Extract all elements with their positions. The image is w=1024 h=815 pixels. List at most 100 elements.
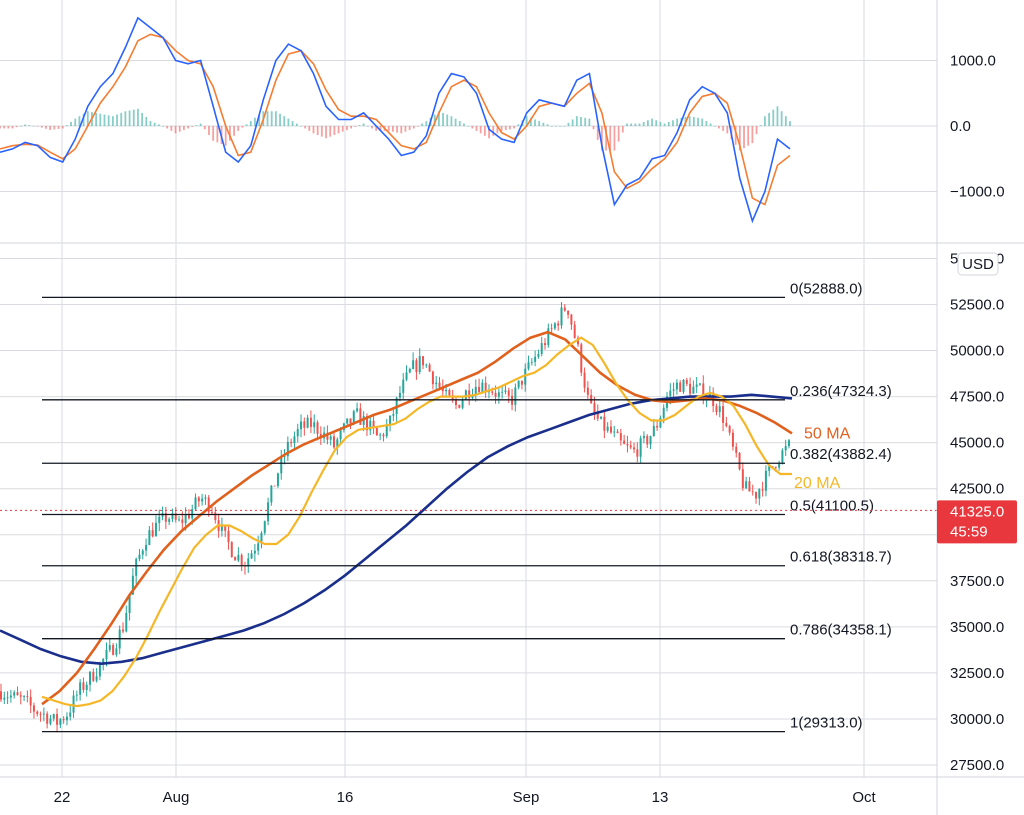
candle-body	[454, 399, 457, 406]
candle-body	[652, 425, 655, 437]
macd-histogram-bar	[592, 126, 595, 130]
price-panel[interactable]: 0(52888.0) 0.236(47324.3) 0.382(43882.4) 0.…	[0, 244, 937, 777]
fib-level-label: 0.236(47324.3)	[790, 383, 892, 400]
macd-histogram-bar	[141, 112, 144, 126]
candle-body	[19, 695, 22, 697]
fib-level-label: 0(52888.0)	[790, 280, 863, 297]
candle-body	[698, 383, 701, 385]
macd-histogram-bar	[425, 121, 428, 126]
macd-histogram-bar	[542, 122, 545, 126]
candle-body	[672, 389, 675, 391]
macd-histogram-bar	[667, 121, 670, 126]
macd-histogram-bar	[387, 126, 390, 131]
candle-body	[9, 695, 12, 698]
macd-tick-label: 0.0	[950, 118, 971, 135]
candle-body	[72, 695, 75, 713]
candle-body	[3, 697, 6, 700]
macd-histogram-bar	[346, 126, 348, 131]
macd-histogram-bar	[111, 116, 114, 126]
candle-body	[557, 323, 560, 326]
candle-body	[36, 711, 39, 715]
price-tick-label: 35000.0	[950, 619, 1004, 636]
candle-body	[184, 514, 187, 524]
candle-body	[517, 380, 520, 388]
candle-body	[346, 418, 349, 424]
candle-body	[583, 372, 586, 388]
macd-histogram-bar	[291, 121, 294, 126]
candle-body	[82, 682, 85, 690]
candle-body	[197, 497, 200, 502]
candle-body	[679, 382, 682, 392]
macd-histogram-bar	[116, 114, 118, 126]
macd-histogram-bar	[149, 121, 152, 126]
price-tick-label: 30000.0	[950, 711, 1004, 728]
macd-axis[interactable]: 1000.0 0.0 −1000.0 2000.0	[950, 0, 1005, 201]
macd-histogram-bar	[722, 126, 725, 131]
macd-histogram-bar	[333, 126, 336, 136]
candle-body	[79, 682, 82, 695]
candle-body	[39, 714, 42, 715]
macd-histogram-bar	[613, 126, 616, 151]
candle-body	[682, 379, 685, 392]
macd-histogram-bar	[224, 126, 227, 146]
candle-body	[56, 714, 59, 725]
last-price-tag-box	[937, 500, 1017, 544]
macd-histogram-bar	[187, 126, 189, 129]
candle-body	[145, 544, 148, 551]
candle-body	[731, 432, 734, 447]
macd-histogram-bar	[638, 123, 641, 126]
candle-body	[646, 436, 649, 445]
macd-histogram-bar	[316, 126, 319, 136]
currency-badge[interactable]: USD	[957, 252, 999, 276]
macd-histogram-bar	[738, 126, 741, 151]
candle-body	[115, 648, 118, 655]
macd-histogram-bar	[555, 126, 557, 127]
candle-body	[675, 382, 678, 390]
candle-body	[158, 516, 161, 523]
candle-body	[382, 434, 385, 437]
macd-histogram-bar	[672, 120, 674, 126]
candle-body	[626, 443, 629, 446]
macd-histogram-bar	[162, 126, 164, 127]
candle-body	[751, 491, 754, 493]
macd-histogram-bar	[270, 111, 273, 126]
candle-body	[550, 328, 553, 330]
macd-histogram-bar	[208, 126, 210, 136]
macd-histogram-bar	[705, 121, 708, 126]
macd-histogram-bar	[11, 126, 14, 129]
fibonacci-retracement[interactable]: 0(52888.0) 0.236(47324.3) 0.382(43882.4) 0.…	[42, 280, 892, 733]
candle-body	[234, 557, 237, 561]
candle-body	[504, 390, 507, 392]
candle-body	[600, 416, 603, 419]
price-tick-label: 42500.0	[950, 481, 1004, 498]
candle-body	[26, 696, 29, 697]
price-axis[interactable]: 27500.030000.032500.035000.037500.040000…	[950, 250, 1004, 774]
macd-histogram-bar	[483, 126, 486, 136]
time-axis[interactable]: 22 Aug 16 Sep 13 Oct	[54, 789, 877, 806]
candle-body	[722, 406, 725, 423]
candle-body	[659, 417, 662, 428]
time-tick-label: Aug	[163, 789, 190, 806]
candle-body	[563, 307, 566, 311]
macd-histogram-bar	[354, 126, 357, 127]
candle-body	[702, 383, 705, 401]
macd-histogram-bar	[437, 111, 440, 126]
candle-body	[164, 512, 167, 522]
macd-histogram-bar	[371, 126, 373, 129]
macd-histogram-bar	[124, 111, 127, 126]
macd-histogram-bar	[513, 126, 516, 129]
macd-histogram-bar	[228, 126, 231, 141]
price-tick-label: 50000.0	[950, 343, 1004, 360]
candle-body	[764, 470, 767, 491]
macd-panel[interactable]	[0, 0, 937, 243]
macd-histogram-bar	[379, 126, 382, 131]
candle-body	[187, 514, 190, 519]
candle-body	[606, 426, 609, 431]
candle-body	[339, 429, 342, 440]
candle-body	[250, 553, 253, 559]
candle-body	[445, 389, 448, 392]
candle-body	[168, 519, 171, 522]
macd-histogram-bar	[688, 116, 691, 126]
candle-body	[296, 429, 299, 437]
